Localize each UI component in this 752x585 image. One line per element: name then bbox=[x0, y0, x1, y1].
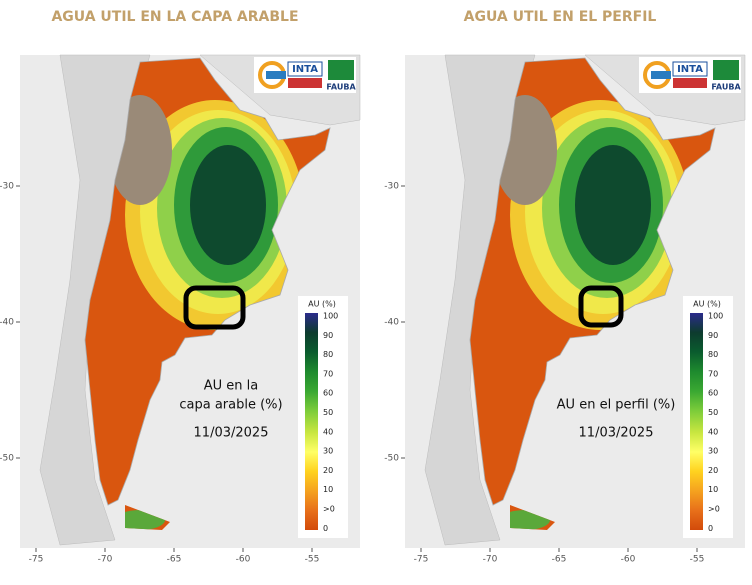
legend-title: AU (%) bbox=[308, 300, 336, 309]
legend-label: 90 bbox=[323, 331, 333, 340]
logo-text: INTA bbox=[292, 64, 318, 75]
highlight-box bbox=[578, 285, 624, 328]
legend-label: 20 bbox=[323, 466, 333, 475]
date: 11/03/2025 bbox=[194, 426, 269, 441]
x-tick-label: -75 bbox=[414, 555, 429, 565]
x-tick-label: -65 bbox=[552, 555, 567, 565]
legend-title: AU (%) bbox=[693, 300, 721, 309]
logo-icon bbox=[266, 71, 286, 79]
date: 11/03/2025 bbox=[579, 426, 654, 441]
y-tick-label: -40 bbox=[384, 318, 399, 328]
legend-label: 30 bbox=[708, 447, 718, 456]
y-tick-label: -40 bbox=[0, 318, 14, 328]
legend-label: 10 bbox=[708, 485, 718, 494]
legend-label: 0 bbox=[708, 524, 713, 533]
annotation: capa arable (%) bbox=[179, 398, 282, 413]
legend-bar bbox=[690, 313, 703, 530]
logo-icon bbox=[328, 60, 354, 80]
legend-label: >0 bbox=[708, 505, 720, 514]
x-tick-label: -70 bbox=[98, 555, 113, 565]
x-tick-label: -55 bbox=[305, 555, 320, 565]
logo-icon bbox=[673, 78, 707, 88]
legend-label: 0 bbox=[323, 524, 328, 533]
x-tick-label: -65 bbox=[167, 555, 182, 565]
panel-title: AGUA UTIL EN LA CAPA ARABLE bbox=[51, 9, 298, 25]
legend-label: 80 bbox=[708, 350, 718, 359]
legend-label: 40 bbox=[708, 427, 718, 436]
logo-inta-bg bbox=[287, 61, 323, 77]
logo-text: FAUBA bbox=[711, 83, 741, 92]
x-tick-label: -75 bbox=[29, 555, 44, 565]
annotation: AU en el perfil (%) bbox=[557, 398, 676, 413]
panels: AGUA UTIL EN LA CAPA ARABLE -75 -70 -65 -60 -… bbox=[0, 9, 745, 565]
legend-label: 10 bbox=[323, 485, 333, 494]
legend-label: 90 bbox=[708, 331, 718, 340]
legend-label: 100 bbox=[323, 312, 338, 321]
x-tick-label: -60 bbox=[621, 555, 636, 565]
logo-text: FAUBA bbox=[326, 83, 356, 92]
y-tick-label: -50 bbox=[384, 454, 399, 464]
highlight-box bbox=[183, 285, 246, 330]
y-tick-label: -50 bbox=[0, 454, 14, 464]
logo-text: INTA bbox=[677, 64, 703, 75]
legend-label: 80 bbox=[323, 350, 333, 359]
panel-title: AGUA UTIL EN EL PERFIL bbox=[464, 9, 657, 25]
legend-label: 70 bbox=[323, 369, 333, 378]
annotation: AU en la bbox=[204, 379, 259, 394]
map-panel: AGUA UTIL EN EL PERFIL -75 -70 -65 -60 -55 -30… bbox=[384, 9, 745, 565]
legend-label: 100 bbox=[708, 312, 723, 321]
legend-label: 60 bbox=[708, 389, 718, 398]
x-tick-label: -60 bbox=[236, 555, 251, 565]
legend-label: 30 bbox=[323, 447, 333, 456]
legend-label: 50 bbox=[323, 408, 333, 417]
legend-bar bbox=[305, 313, 318, 530]
logo-inta-bg bbox=[672, 61, 708, 77]
x-tick-label: -55 bbox=[690, 555, 705, 565]
legend-label: 70 bbox=[708, 369, 718, 378]
logo-icon bbox=[288, 78, 322, 88]
y-tick-label: -30 bbox=[384, 182, 399, 192]
legend-label: 20 bbox=[708, 466, 718, 475]
x-tick-label: -70 bbox=[483, 555, 498, 565]
y-tick-label: -30 bbox=[0, 182, 14, 192]
logo-icon bbox=[651, 71, 671, 79]
logo-icon bbox=[713, 60, 739, 80]
legend-label: 40 bbox=[323, 427, 333, 436]
legend-label: 50 bbox=[708, 408, 718, 417]
legend-label: >0 bbox=[323, 505, 335, 514]
legend-label: 60 bbox=[323, 389, 333, 398]
map-panel: AGUA UTIL EN LA CAPA ARABLE -75 -70 -65 -60 -… bbox=[0, 9, 360, 565]
